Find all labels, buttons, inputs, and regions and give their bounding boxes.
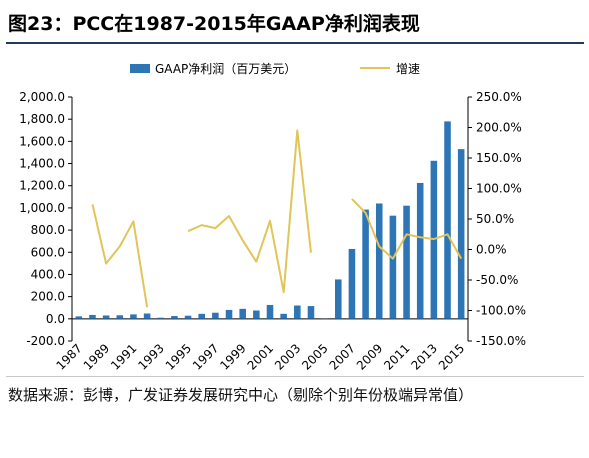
y-left-tick-label: 1,800.0: [19, 112, 65, 126]
growth-line-segment: [91, 204, 149, 308]
profit-bar: [444, 121, 451, 319]
profit-bar: [89, 314, 96, 319]
x-tick-label: 1999: [217, 341, 248, 372]
profit-bar: [130, 314, 137, 319]
source-divider: [6, 376, 584, 377]
profit-bar: [375, 203, 383, 319]
profit-bar: [294, 305, 301, 319]
y-left-tick-label: 1,200.0: [19, 179, 65, 193]
profit-bar: [416, 182, 424, 319]
y-right-axis: -150.0% -100.0% -50.0% 0.0% 50.0% 100.0% 150.0…: [467, 90, 526, 348]
profit-bar: [362, 209, 369, 319]
y-left-tick-label: -200.0: [26, 334, 65, 348]
y-right-tick-label: 250.0%: [476, 90, 522, 104]
profit-bar: [212, 312, 219, 319]
y-right-tick-label: 0.0%: [476, 243, 507, 257]
profit-bar: [102, 315, 110, 319]
legend-bar-label: GAAP净利润（百万美元）: [155, 62, 296, 76]
profit-bar: [348, 248, 356, 319]
y-left-tick-label: 1,000.0: [19, 201, 65, 215]
x-tick-label: 2003: [272, 341, 303, 372]
y-left-axis: -200.0 0.0 200.0 400.0 600.0 800.0 1,000.0 1,20…: [19, 90, 73, 348]
profit-bar: [143, 313, 151, 319]
x-axis: 1987198919911993199519971999200120032005…: [53, 318, 468, 373]
x-tick-label: 2009: [354, 341, 385, 372]
profit-bar: [253, 310, 260, 319]
y-right-tick-label: -50.0%: [476, 273, 518, 287]
x-tick-label: 2007: [327, 341, 358, 372]
x-tick-label: 2011: [381, 341, 412, 372]
source-note: 数据来源：彭博，广发证券发展研究中心（剔除个别年份极端异常值）: [8, 386, 474, 404]
line-series: [91, 129, 463, 308]
x-tick-label: 2013: [408, 341, 439, 372]
y-left-tick-label: 600.0: [31, 245, 65, 259]
profit-bar: [157, 317, 165, 319]
y-left-tick-label: 2,000.0: [19, 90, 65, 104]
x-tick-label: 1995: [163, 341, 194, 372]
x-tick-label: 2001: [245, 341, 276, 372]
growth-line-segment: [351, 198, 463, 260]
x-tick-label: 1991: [108, 341, 139, 372]
x-tick-label: 2015: [436, 341, 467, 372]
profit-bar: [280, 313, 287, 319]
profit-bar: [403, 205, 410, 319]
x-tick-label: 1989: [81, 341, 112, 372]
y-right-tick-label: 50.0%: [476, 212, 514, 226]
x-tick-label: 1997: [190, 341, 221, 372]
figure-header: 图23：PCC在1987-2015年GAAP净利润表现: [0, 0, 589, 44]
figure-title: 图23：PCC在1987-2015年GAAP净利润表现: [8, 13, 420, 35]
profit-bar: [457, 149, 465, 319]
y-left-tick-label: 1,400.0: [19, 157, 65, 171]
y-left-tick-label: 800.0: [31, 223, 65, 237]
profit-bar: [239, 308, 246, 319]
y-left-tick-label: 400.0: [31, 267, 65, 281]
profit-bar: [116, 315, 124, 319]
y-right-tick-label: -150.0%: [476, 334, 526, 348]
chart-legend: GAAP净利润（百万美元） 增速: [130, 62, 420, 76]
growth-line-segment: [187, 129, 312, 294]
profit-bar: [75, 316, 83, 319]
y-right-tick-label: 150.0%: [476, 151, 522, 165]
profit-bar: [266, 304, 274, 319]
profit-bar: [389, 215, 397, 319]
profit-bar: [334, 279, 342, 319]
profit-bar: [184, 315, 192, 319]
profit-bar: [225, 309, 233, 319]
profit-chart: GAAP净利润（百万美元） 增速 -200.0 0.0 200.0 400.0 600.0…: [19, 62, 526, 373]
legend-line-label: 增速: [396, 62, 420, 76]
x-tick-label: 2005: [299, 341, 330, 372]
title-divider: [6, 42, 584, 44]
profit-bar: [307, 306, 315, 319]
legend-bar-swatch: [130, 64, 150, 73]
x-tick-label: 1993: [135, 341, 166, 372]
y-right-tick-label: 100.0%: [476, 182, 522, 196]
y-left-tick-label: 0.0: [46, 312, 65, 326]
y-left-tick-label: 1,600.0: [19, 134, 65, 148]
profit-bar: [198, 313, 206, 319]
y-right-tick-label: 200.0%: [476, 121, 522, 135]
y-right-tick-label: -100.0%: [476, 304, 526, 318]
y-left-tick-label: 200.0: [31, 290, 65, 304]
profit-bar: [321, 318, 328, 320]
profit-bar: [171, 316, 178, 319]
